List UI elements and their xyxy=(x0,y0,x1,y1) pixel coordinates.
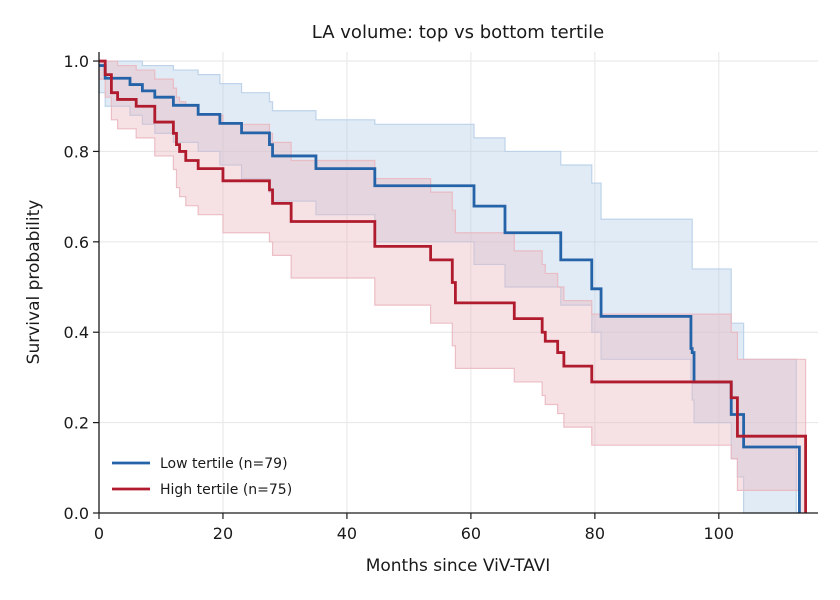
legend: Low tertile (n=79) High tertile (n=75) xyxy=(112,456,292,498)
x-tick-label-4: 80 xyxy=(585,524,605,543)
confidence-bands xyxy=(98,60,807,514)
y-axis-label: Survival probability xyxy=(24,200,44,365)
legend-label-1: High tertile (n=75) xyxy=(160,482,292,498)
x-axis-label: Months since ViV-TAVI xyxy=(366,556,551,576)
axes xyxy=(93,52,818,519)
survival-line-1 xyxy=(99,59,808,513)
x-tick-label-2: 40 xyxy=(337,524,357,543)
tick-labels: 0 20 40 60 80 100 0.0 0.2 0.4 0.6 0.8 1.0 xyxy=(64,52,735,543)
x-tick-label-0: 0 xyxy=(94,524,104,543)
legend-label-0: Low tertile (n=79) xyxy=(160,456,288,472)
ci-band-0 xyxy=(98,60,800,514)
x-tick-label-5: 100 xyxy=(704,524,735,543)
x-tick-label-3: 60 xyxy=(461,524,481,543)
chart-title: LA volume: top vs bottom tertile xyxy=(312,22,604,43)
x-tick-label-1: 20 xyxy=(213,524,233,543)
y-tick-label-4: 0.8 xyxy=(64,142,89,161)
y-tick-label-3: 0.6 xyxy=(64,233,89,252)
y-tick-label-2: 0.4 xyxy=(64,323,89,342)
y-tick-label-1: 0.2 xyxy=(64,414,89,433)
survival-curves xyxy=(99,59,808,513)
y-tick-label-0: 0.0 xyxy=(64,504,89,523)
y-tick-label-5: 1.0 xyxy=(64,52,89,71)
